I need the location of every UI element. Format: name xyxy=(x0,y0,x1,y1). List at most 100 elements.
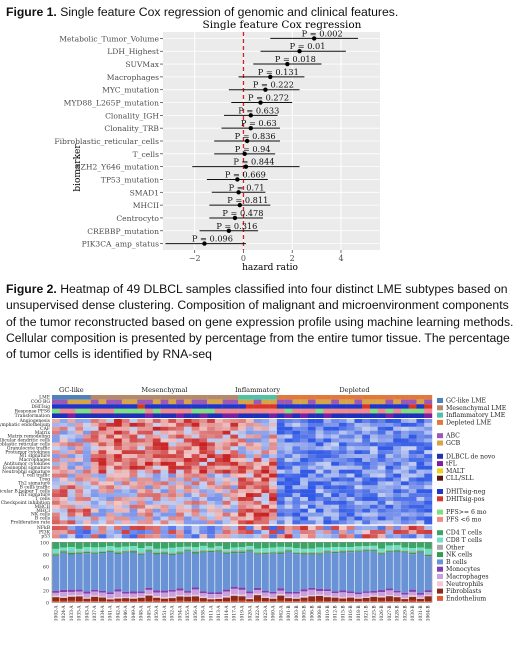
heatmap-cell xyxy=(214,508,223,513)
heatmap-cell xyxy=(176,508,185,513)
heatmap-cell xyxy=(331,422,340,427)
heatmap-cell xyxy=(207,434,216,439)
heatmap-cell xyxy=(168,497,177,501)
annotation-cell xyxy=(152,399,161,405)
heatmap-cell xyxy=(323,469,332,474)
heatmap-cell xyxy=(300,516,309,521)
heatmap-cell xyxy=(276,438,285,443)
composition-segment xyxy=(199,549,207,552)
composition-segment xyxy=(230,542,238,548)
heatmap-cell xyxy=(261,504,270,509)
heatmap-cell xyxy=(261,430,270,435)
annotation-cell xyxy=(323,413,332,418)
composition-segment xyxy=(393,551,401,591)
heatmap-cell xyxy=(261,450,270,455)
heatmap-cell xyxy=(106,485,115,490)
annotation-cell xyxy=(176,399,185,405)
heatmap-cell xyxy=(106,446,115,451)
composition-segment xyxy=(199,552,207,592)
heatmap-cell xyxy=(191,489,200,494)
heatmap-cell xyxy=(230,504,239,509)
annotation-cell xyxy=(284,408,293,414)
heatmap-cell xyxy=(75,450,84,455)
legend-swatch xyxy=(437,475,443,481)
composition-segment xyxy=(153,552,161,555)
composition-segment xyxy=(385,590,393,595)
heatmap-cell xyxy=(114,434,122,439)
estimate-point xyxy=(244,138,250,144)
legend-swatch xyxy=(437,440,443,446)
pathway-cell xyxy=(284,525,293,530)
annotation-cell xyxy=(292,413,301,418)
heatmap-cell xyxy=(362,461,371,466)
sample-label: 1042-A xyxy=(116,605,121,622)
composition-segment xyxy=(207,594,215,599)
composition-segment xyxy=(199,551,207,553)
heatmap-cell xyxy=(183,469,192,474)
heatmap-cell xyxy=(346,493,355,498)
composition-segment xyxy=(91,552,99,554)
heatmap-cell xyxy=(129,442,138,447)
annotation-cell xyxy=(59,408,68,414)
heatmap-cell xyxy=(315,489,324,494)
composition-segment xyxy=(300,596,308,598)
signature-row-label: B cells xyxy=(35,516,51,522)
heatmap-cell xyxy=(385,477,394,482)
heatmap-cell xyxy=(75,500,84,505)
heatmap-cell xyxy=(191,454,200,459)
heatmap-cell xyxy=(377,458,386,462)
heatmap-cell xyxy=(75,434,84,439)
composition-segment xyxy=(409,589,417,592)
heatmap-cell xyxy=(307,489,316,494)
composition-segment xyxy=(145,551,153,588)
sample-label: 1051-A xyxy=(163,605,168,622)
heatmap-cell xyxy=(106,461,115,466)
composition-segment xyxy=(362,591,370,593)
heatmap-cell xyxy=(183,504,192,509)
composition-segment xyxy=(191,552,200,554)
heatmap-cell xyxy=(59,430,68,435)
heatmap-cell xyxy=(369,489,378,494)
heatmap-cell xyxy=(121,504,130,509)
heatmap-cell xyxy=(168,477,177,482)
heatmap-cell xyxy=(393,469,402,474)
sample-label: 1023-A xyxy=(264,605,269,622)
annotation-cell xyxy=(416,395,425,400)
heatmap-cell xyxy=(207,493,216,498)
legend-label: Mesenchymal LME xyxy=(446,405,507,412)
heatmap-cell xyxy=(261,481,270,486)
heatmap-cell xyxy=(354,438,363,443)
heatmap-cell xyxy=(207,461,216,466)
heatmap-cell xyxy=(307,520,316,525)
heatmap-cell xyxy=(346,500,355,505)
heatmap-cell xyxy=(52,485,60,490)
composition-segment xyxy=(52,554,60,556)
composition-segment xyxy=(67,600,75,603)
heatmap-cell xyxy=(199,512,208,517)
composition-segment xyxy=(184,591,192,593)
composition-segment xyxy=(416,551,424,553)
heatmap-cell xyxy=(362,450,371,455)
group-label: GC-like xyxy=(59,386,84,394)
heatmap-cell xyxy=(369,438,378,443)
heatmap-cell xyxy=(300,489,309,494)
composition-segment xyxy=(67,596,75,601)
heatmap-cell xyxy=(354,450,363,455)
heatmap-cell xyxy=(276,426,285,431)
heatmap-cell xyxy=(67,516,76,521)
heatmap-cell xyxy=(67,497,76,501)
heatmap-cell xyxy=(354,454,363,459)
pathway-row-label: p53 xyxy=(41,534,50,540)
composition-segment xyxy=(424,592,432,595)
heatmap-cell xyxy=(67,454,76,459)
heatmap-cell xyxy=(276,419,285,423)
sample-label: 1025-B xyxy=(372,605,377,621)
annotation-cell xyxy=(253,408,262,414)
pathway-cell xyxy=(362,525,371,530)
sample-label: 1062-A xyxy=(279,605,284,622)
heatmap-cell xyxy=(253,422,262,427)
heatmap-cell xyxy=(214,481,223,486)
heatmap-cell xyxy=(346,508,355,513)
pathway-cell xyxy=(160,525,169,530)
heatmap-cell xyxy=(160,469,169,474)
